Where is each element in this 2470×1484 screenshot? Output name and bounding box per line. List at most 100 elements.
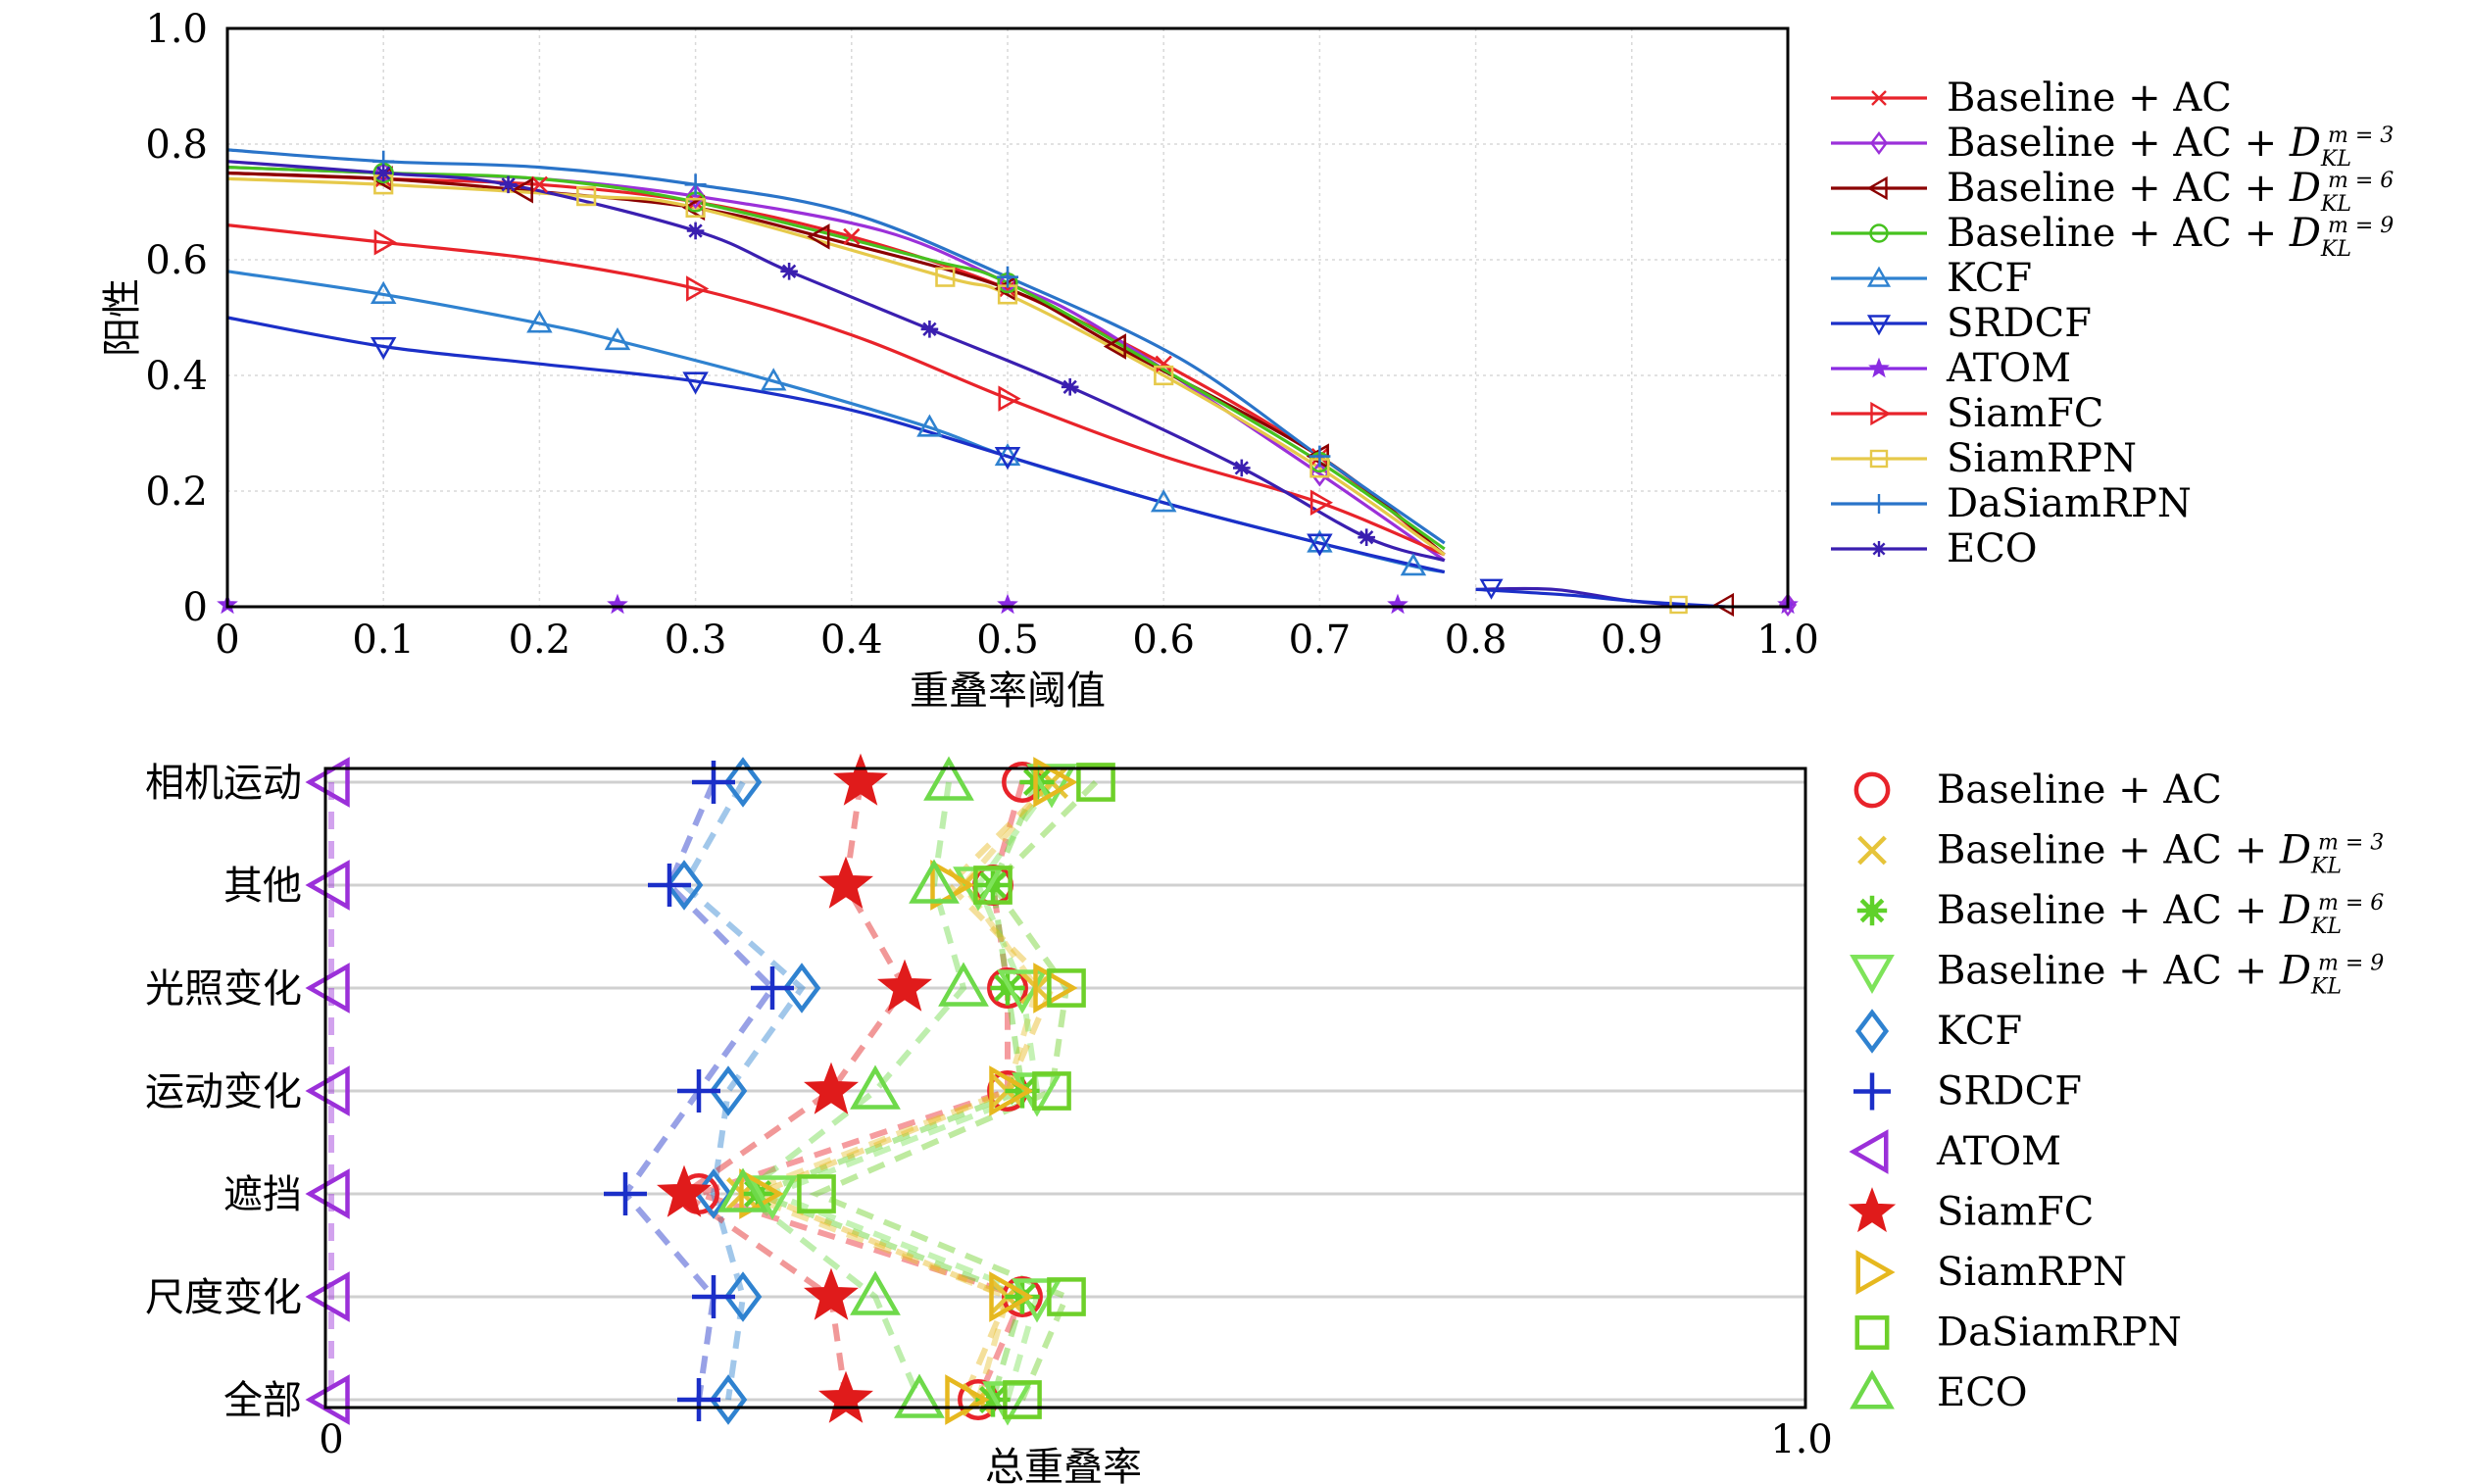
- x-tick-label: 0.7: [1289, 618, 1352, 663]
- legend-symbol: D: [2289, 121, 2321, 166]
- marker-2: [807, 223, 830, 250]
- marker-2: [1103, 333, 1126, 360]
- marker-7: [1309, 489, 1334, 517]
- legend-label-2: Baseline + AC + DKLm = 6: [1937, 888, 2384, 939]
- legend-label-3: Baseline + AC + DKLm = 9: [1947, 211, 2394, 262]
- marker-10: [938, 962, 989, 1007]
- legend-label-3: Baseline + AC + DKLm = 9: [1937, 949, 2384, 1000]
- marker-5: [604, 1172, 647, 1215]
- legend-marker-7: [1870, 401, 1892, 426]
- legend-superscript: m = 9: [2318, 952, 2384, 976]
- marker-7: [804, 1267, 859, 1320]
- x-tick-label: 0.5: [976, 618, 1039, 663]
- marker-10: [1358, 528, 1375, 546]
- marker-8: [576, 186, 597, 207]
- marker-8: [935, 267, 956, 287]
- marker-10: [894, 1373, 945, 1418]
- marker-7: [686, 275, 710, 302]
- legend-marker-8: [1869, 449, 1889, 469]
- x-tick-label: 0: [319, 1417, 343, 1462]
- legend-superscript: m = 3: [2318, 831, 2384, 856]
- grid: [227, 28, 1788, 607]
- legend-marker-0: [1853, 771, 1891, 809]
- marker-4: [665, 860, 704, 911]
- series-lines: [226, 148, 1446, 574]
- category-label: 全部: [223, 1378, 302, 1423]
- legend-label-8: SiamRPN: [1937, 1250, 2127, 1295]
- legend-subscript: KL: [2310, 855, 2342, 879]
- x-tick-labels: 0 1.0: [319, 1417, 1833, 1462]
- legend-symbol: D: [2289, 166, 2321, 211]
- y-tick-label: 0.2: [145, 470, 208, 515]
- legend-marker-9: [1869, 494, 1889, 514]
- marker-4: [782, 963, 821, 1014]
- legend-subscript: KL: [2320, 192, 2351, 217]
- marker-0: [1155, 355, 1172, 372]
- x-tick-label: 0.6: [1132, 618, 1195, 663]
- marker-10: [909, 859, 960, 904]
- y-tick-label: 0.8: [145, 123, 208, 168]
- marker-4: [1400, 553, 1427, 576]
- marker-5: [751, 966, 794, 1010]
- legend: Baseline + AC Baseline + AC + DKLm = 3 Bas…: [1848, 767, 2384, 1415]
- marker-9: [1047, 968, 1086, 1008]
- marker-5: [677, 1378, 720, 1421]
- tail-line-1: [1475, 587, 1726, 609]
- legend-symbol: D: [2279, 888, 2311, 933]
- x-tick-label: 0.3: [665, 618, 727, 663]
- series-line-10: [226, 160, 1446, 563]
- marker-6: [305, 1374, 350, 1425]
- legend-subscript: KL: [2310, 915, 2342, 939]
- marker-8: [1033, 757, 1078, 808]
- marker-4: [526, 310, 553, 333]
- legend-marker-6: [1849, 1129, 1889, 1174]
- legend-marker-9: [1854, 1315, 1890, 1350]
- legend-label-10: ECO: [1937, 1370, 2028, 1415]
- legend-marker-5: [1866, 315, 1892, 336]
- category-label: 运动变化: [145, 1069, 302, 1114]
- marker-9: [684, 173, 707, 196]
- series-markers: [217, 150, 1799, 618]
- legend-symbol: D: [2279, 828, 2311, 873]
- legend-label-10: ECO: [1947, 526, 2038, 571]
- legend-label-5: SRDCF: [1947, 301, 2092, 346]
- marker-4: [994, 442, 1021, 467]
- marker-4: [709, 1065, 748, 1116]
- marker-4: [1307, 529, 1333, 553]
- x-tick-labels: 0 0.1 0.2 0.3 0.4 0.5 0.6 0.7 0.8 0.9 1.0: [215, 618, 1819, 663]
- tail-marker-6: [1387, 593, 1408, 615]
- marker-10: [717, 1167, 768, 1212]
- legend-symbol: D: [2279, 949, 2311, 994]
- marker-7: [818, 1370, 873, 1423]
- y-axis-title: 阳性: [100, 278, 145, 357]
- marker-4: [1150, 489, 1177, 513]
- series-line-8: [226, 176, 1446, 557]
- marker-9: [997, 266, 1018, 288]
- marker-10: [686, 222, 705, 240]
- x-tick-label: 0.9: [1601, 618, 1663, 663]
- legend-subscript: KL: [2320, 147, 2351, 172]
- marker-7: [657, 1164, 712, 1217]
- legend-symbol: D: [2289, 211, 2321, 256]
- x-tick-label: 0.4: [820, 618, 883, 663]
- marker-4: [723, 757, 763, 808]
- marker-10: [923, 756, 974, 801]
- marker-1: [685, 182, 706, 210]
- marker-9: [1076, 763, 1115, 802]
- legend-label-7: SiamFC: [1937, 1190, 2094, 1235]
- category-label: 光照变化: [145, 966, 302, 1012]
- marker-9: [1309, 445, 1331, 468]
- series-line-1: [226, 166, 1446, 563]
- legend-label-4: KCF: [1947, 256, 2032, 301]
- marker-8: [945, 1374, 990, 1425]
- plot-frame: [323, 767, 1807, 1410]
- x-axis-title: 重叠率阈值: [910, 668, 1106, 714]
- tail-marker-1: [1779, 593, 1797, 617]
- marker-9: [1032, 1071, 1071, 1111]
- category-label: 相机运动: [145, 761, 302, 806]
- grid: [325, 780, 1805, 1402]
- tail-marker-6: [997, 593, 1018, 615]
- x-tick-label: 0.1: [352, 618, 415, 663]
